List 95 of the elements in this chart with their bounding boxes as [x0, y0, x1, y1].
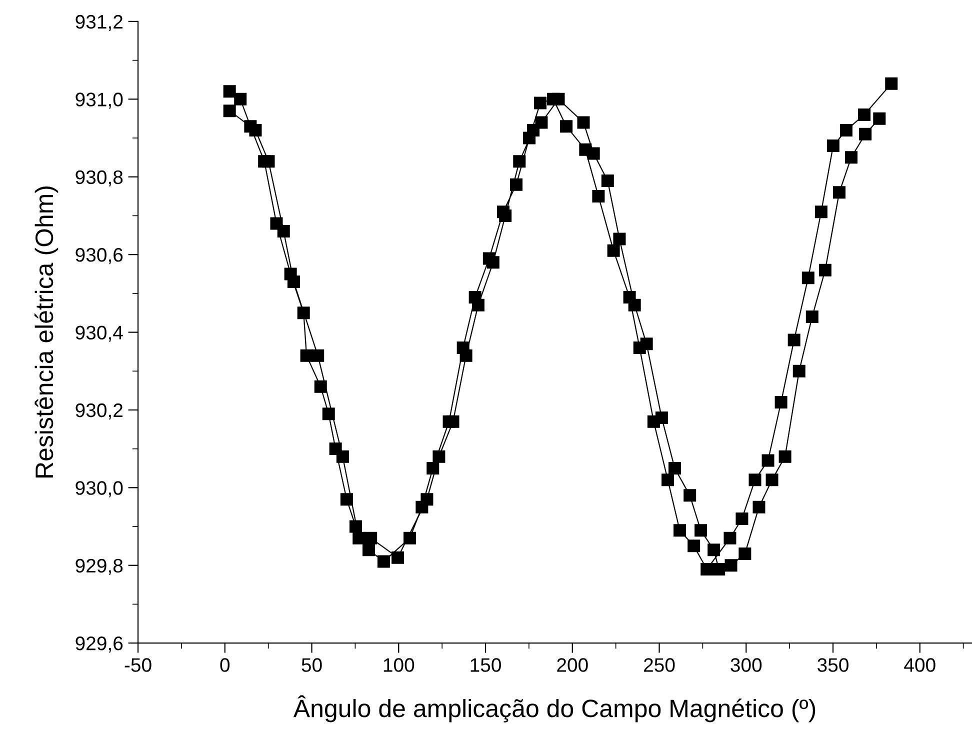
point [534, 96, 546, 110]
x-tick-label: 250 [644, 658, 675, 672]
point [724, 559, 738, 572]
point [662, 474, 674, 486]
point [513, 155, 526, 168]
point [806, 310, 818, 323]
x-tick-label: 400 [904, 658, 936, 672]
x-tick-label: 100 [384, 658, 414, 672]
point [858, 108, 871, 121]
point [788, 334, 800, 346]
point [724, 532, 736, 544]
y-tick-label: 930,8 [76, 170, 123, 186]
y-tick-label: 930,0 [76, 481, 123, 498]
point [640, 338, 653, 350]
point [694, 524, 708, 537]
x-tick-label: 200 [557, 658, 588, 672]
point [748, 474, 762, 486]
point [340, 493, 353, 506]
point [472, 298, 484, 312]
point [587, 147, 600, 160]
point [420, 493, 434, 506]
point [818, 264, 832, 276]
point [352, 532, 366, 544]
point [486, 256, 500, 269]
point [362, 544, 376, 556]
point [766, 474, 778, 486]
point [392, 551, 404, 564]
y-tick-label: 931,0 [76, 92, 123, 109]
point [277, 225, 290, 238]
x-tick-label: 150 [470, 658, 501, 672]
x-tick-label: 350 [818, 658, 848, 672]
point [262, 155, 275, 168]
point [774, 396, 788, 408]
y-tick-label: 929,6 [76, 636, 123, 653]
point [688, 540, 700, 552]
point [700, 562, 714, 576]
point [287, 276, 300, 288]
y-tick-label: 930,4 [76, 326, 123, 342]
y-tick-label: 930,6 [76, 248, 123, 264]
x-tick-label: 0 [220, 658, 230, 672]
point [668, 462, 681, 474]
point [510, 178, 523, 191]
point [840, 124, 852, 136]
point [607, 244, 620, 257]
point [708, 544, 720, 556]
point [336, 450, 349, 463]
point [736, 512, 748, 525]
point [249, 124, 262, 136]
point [499, 209, 512, 222]
point [738, 547, 752, 560]
point [577, 116, 590, 129]
point [814, 206, 828, 218]
point [752, 500, 766, 514]
point [312, 349, 324, 362]
y-tick-label: 931,2 [76, 14, 122, 31]
x-tick-label: -50 [124, 658, 152, 672]
point [432, 450, 446, 463]
x-tick-label: 300 [730, 658, 762, 672]
point [859, 128, 872, 140]
point [684, 489, 696, 502]
point [712, 562, 726, 576]
point [762, 454, 774, 467]
point [844, 151, 858, 164]
point [833, 186, 846, 199]
point [885, 77, 898, 90]
point [297, 306, 310, 320]
point [674, 524, 686, 537]
point [535, 116, 548, 129]
point [404, 532, 416, 544]
y-axis-title: Resistência elétrica (Ohm) [34, 186, 58, 478]
y-tick-label: 930,2 [76, 403, 122, 420]
point [802, 272, 814, 284]
point [873, 112, 886, 125]
point [446, 415, 460, 428]
point [560, 120, 573, 133]
point [613, 232, 626, 246]
point [826, 140, 840, 152]
y-tick-label: 929,8 [76, 558, 123, 575]
point [592, 190, 605, 203]
point [552, 92, 565, 106]
point [223, 85, 236, 98]
point [322, 408, 335, 420]
point [628, 298, 641, 312]
x-axis-title: Ângulo de amplicação do Campo Magnético (º) [293, 695, 816, 722]
point [234, 92, 247, 106]
point [364, 532, 378, 544]
point [655, 411, 668, 424]
point [792, 364, 806, 378]
point [601, 174, 614, 187]
point [377, 555, 390, 568]
point [314, 380, 327, 393]
point [223, 104, 236, 118]
point [460, 349, 472, 362]
point [778, 450, 792, 463]
x-tick-label: 50 [302, 658, 322, 672]
